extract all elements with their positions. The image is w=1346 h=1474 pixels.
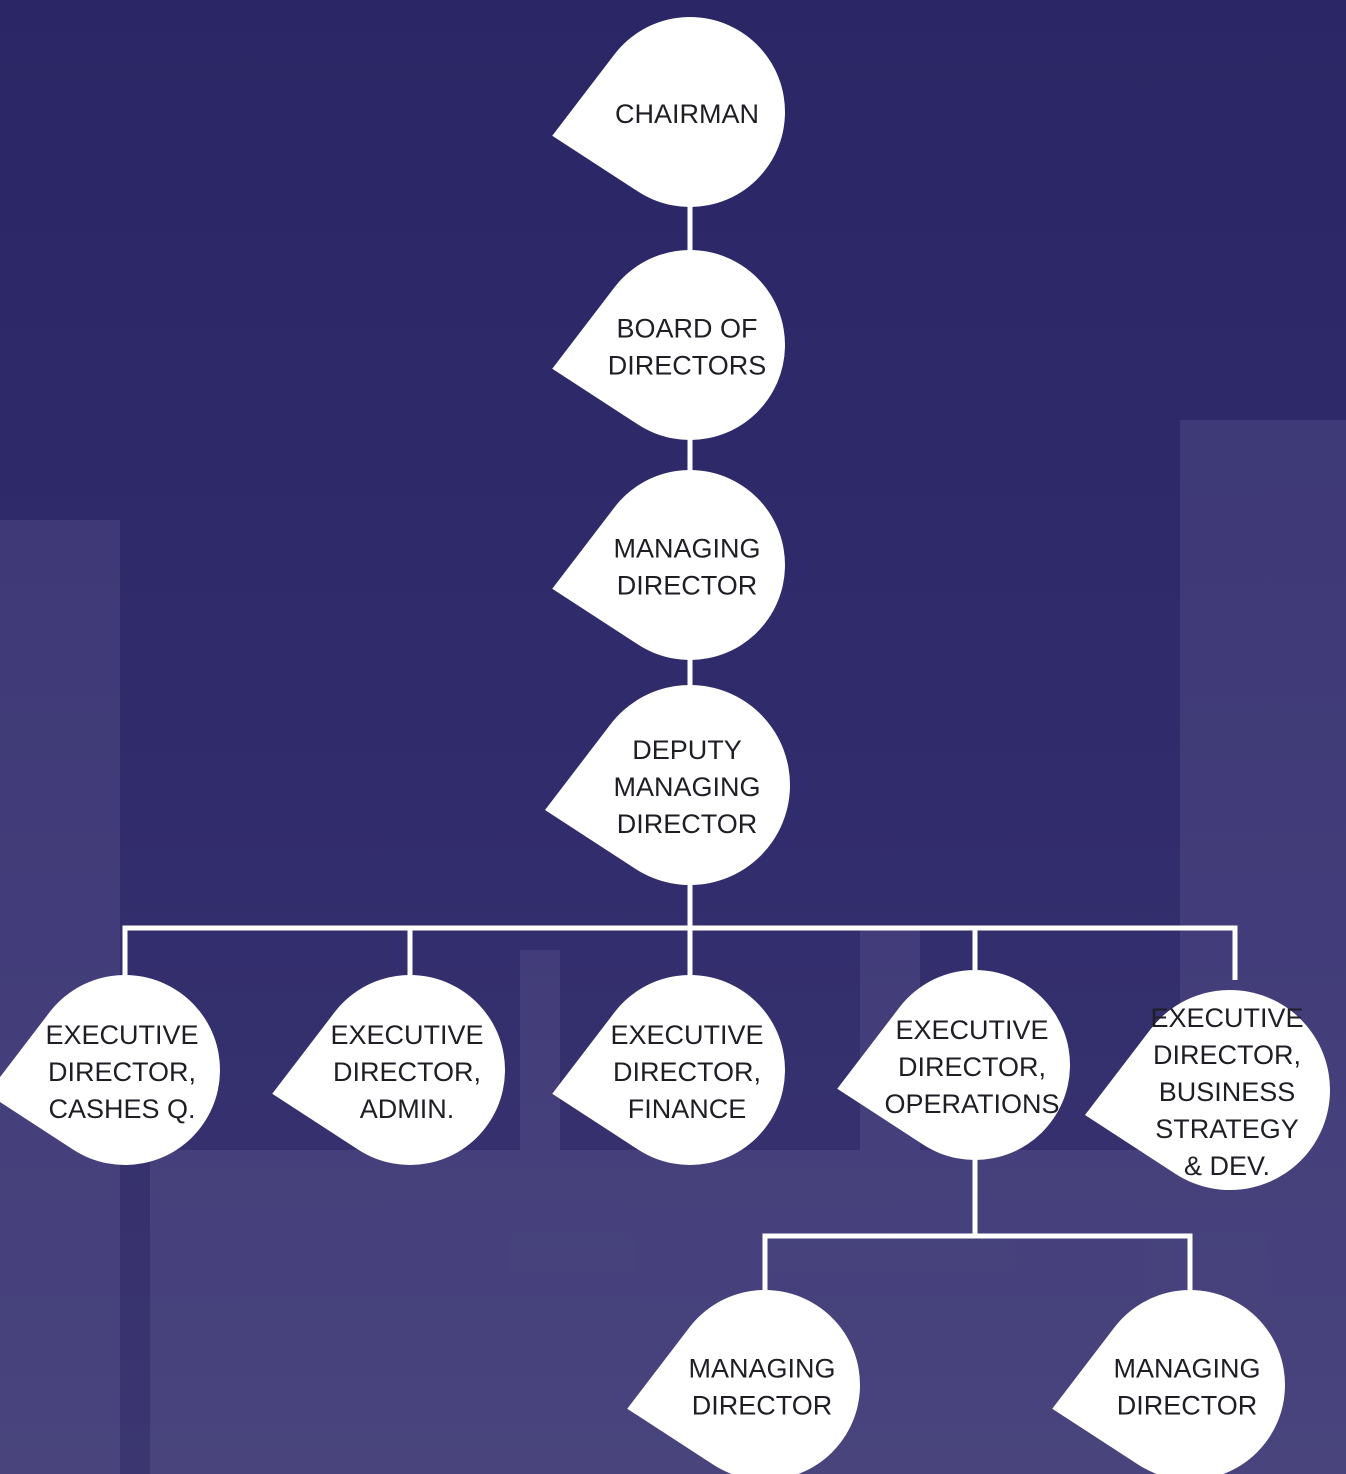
node-label: CHAIRMAN (615, 99, 759, 129)
node-label: MANAGING (613, 772, 760, 802)
node-label: CASHES Q. (48, 1094, 195, 1124)
node-label: DIRECTOR, (48, 1057, 196, 1087)
node-label: EXECUTIVE (1150, 1003, 1303, 1033)
node-label: BOARD OF (616, 314, 757, 344)
node-label: EXECUTIVE (330, 1020, 483, 1050)
node-label: MANAGING (688, 1354, 835, 1384)
node-label: BUSINESS (1159, 1077, 1296, 1107)
node-label: DIRECTOR, (333, 1057, 481, 1087)
node-label: ADMIN. (360, 1094, 455, 1124)
page: CHAIRMAN BOARD OF DIRECTORS MANAGING DIRECTO… (0, 0, 1346, 1474)
node-label: DIRECTOR, (1153, 1040, 1301, 1070)
node-label: DIRECTOR, (898, 1052, 1046, 1082)
node-label: DIRECTOR (1117, 1391, 1258, 1421)
org-chart: CHAIRMAN BOARD OF DIRECTORS MANAGING DIRECTO… (0, 0, 1346, 1474)
node-label: DIRECTOR (692, 1391, 833, 1421)
node-label: EXECUTIVE (895, 1015, 1048, 1045)
node-label: DIRECTOR (617, 571, 758, 601)
node-label: DIRECTOR, (613, 1057, 761, 1087)
node-label: DIRECTOR (617, 809, 758, 839)
node-label: MANAGING (613, 534, 760, 564)
node-label: OPERATIONS (884, 1089, 1059, 1119)
node-label: EXECUTIVE (610, 1020, 763, 1050)
node-label: DIRECTORS (608, 351, 767, 381)
node-label: STRATEGY (1155, 1114, 1299, 1144)
node-label: EXECUTIVE (45, 1020, 198, 1050)
node-label: MANAGING (1113, 1354, 1260, 1384)
node-label: DEPUTY (632, 735, 742, 765)
node-label: & DEV. (1184, 1151, 1270, 1181)
node-label: FINANCE (628, 1094, 747, 1124)
